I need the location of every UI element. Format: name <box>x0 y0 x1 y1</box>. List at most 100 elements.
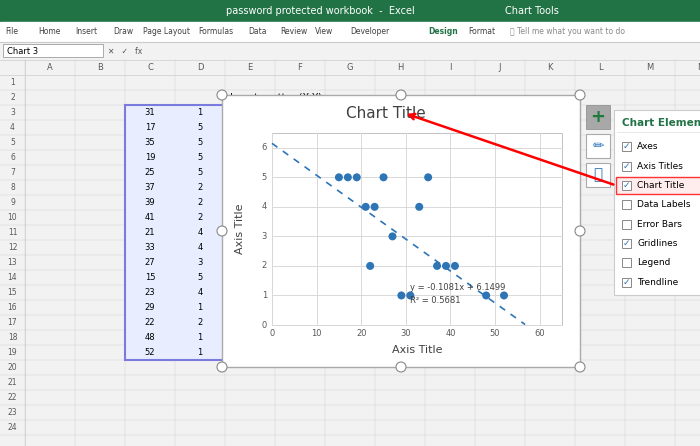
Text: 18: 18 <box>8 333 18 342</box>
Text: 0: 0 <box>270 329 274 338</box>
Text: View: View <box>315 28 333 37</box>
Text: 16: 16 <box>8 303 18 312</box>
Text: I: I <box>449 63 452 72</box>
Bar <box>622 181 631 190</box>
Text: 23: 23 <box>145 288 155 297</box>
Text: Draw: Draw <box>113 28 133 37</box>
Bar <box>622 258 631 268</box>
Text: Insert: Insert <box>75 28 97 37</box>
Bar <box>0 22 700 42</box>
Text: 20: 20 <box>356 329 367 338</box>
Text: 2: 2 <box>197 213 202 222</box>
Circle shape <box>424 173 432 182</box>
Text: 48: 48 <box>145 333 155 342</box>
Text: 11: 11 <box>8 228 18 237</box>
Text: Developer: Developer <box>350 28 389 37</box>
Text: Page Layout: Page Layout <box>143 28 190 37</box>
Text: 2: 2 <box>262 261 267 270</box>
Text: Axis Title: Axis Title <box>235 204 245 254</box>
Circle shape <box>442 262 450 270</box>
Text: 27: 27 <box>145 258 155 267</box>
Text: Format: Format <box>468 28 495 37</box>
Text: 13: 13 <box>8 258 18 267</box>
Text: 37: 37 <box>145 183 155 192</box>
Text: 21: 21 <box>145 228 155 237</box>
Bar <box>125 105 225 360</box>
Bar <box>0 0 700 22</box>
Text: N: N <box>696 63 700 72</box>
Text: 1: 1 <box>197 348 202 357</box>
Text: 3: 3 <box>197 258 203 267</box>
Text: 6: 6 <box>10 153 15 162</box>
Circle shape <box>415 203 424 211</box>
Circle shape <box>217 362 227 372</box>
Bar <box>222 95 580 367</box>
Text: B: B <box>97 63 103 72</box>
Text: 29: 29 <box>145 303 155 312</box>
Text: 1: 1 <box>197 333 202 342</box>
Text: Chart Title: Chart Title <box>346 106 426 120</box>
Text: K: K <box>547 63 553 72</box>
Bar <box>614 110 700 295</box>
Circle shape <box>406 292 414 299</box>
Bar <box>3 44 103 57</box>
Text: 10: 10 <box>8 213 18 222</box>
Circle shape <box>379 173 388 182</box>
Circle shape <box>575 226 585 236</box>
Text: ✓: ✓ <box>623 181 630 190</box>
Text: G: G <box>346 63 354 72</box>
Bar <box>622 278 631 287</box>
Bar <box>622 239 631 248</box>
Text: ✏: ✏ <box>592 139 604 153</box>
Circle shape <box>575 90 585 100</box>
Text: 41: 41 <box>145 213 155 222</box>
Bar <box>0 42 700 60</box>
Bar <box>622 220 631 229</box>
Text: ✓: ✓ <box>623 239 630 248</box>
Text: 3: 3 <box>262 232 267 241</box>
Text: y = -0.1081x + 6.1499: y = -0.1081x + 6.1499 <box>410 284 505 293</box>
Circle shape <box>370 203 379 211</box>
Text: 9: 9 <box>10 198 15 207</box>
Circle shape <box>482 292 490 299</box>
Text: Data: Data <box>248 28 267 37</box>
Text: Home: Home <box>38 28 60 37</box>
Text: 19: 19 <box>145 153 155 162</box>
Text: 7: 7 <box>10 168 15 177</box>
Text: Data Labels: Data Labels <box>637 200 690 209</box>
Circle shape <box>389 232 396 240</box>
Text: 17: 17 <box>8 318 18 327</box>
Text: 33: 33 <box>145 243 155 252</box>
Text: 19: 19 <box>8 348 18 357</box>
Circle shape <box>451 262 459 270</box>
Bar <box>622 200 631 209</box>
Text: L: L <box>598 63 602 72</box>
Text: 30: 30 <box>400 329 411 338</box>
Text: 5: 5 <box>10 138 15 147</box>
Text: H: H <box>397 63 403 72</box>
Circle shape <box>344 173 352 182</box>
Text: C: C <box>147 63 153 72</box>
Text: 12: 12 <box>8 243 18 252</box>
Text: 5: 5 <box>197 123 202 132</box>
Text: Chart Tools: Chart Tools <box>505 6 559 16</box>
Text: Formulas: Formulas <box>198 28 233 37</box>
Text: 15: 15 <box>8 288 18 297</box>
Text: 🔍 Tell me what you want to do: 🔍 Tell me what you want to do <box>510 28 625 37</box>
Text: 60: 60 <box>534 329 545 338</box>
Text: 22: 22 <box>145 318 155 327</box>
Text: 6: 6 <box>262 143 267 152</box>
Text: 2: 2 <box>10 93 15 102</box>
Text: 0: 0 <box>262 321 267 330</box>
Text: ✕   ✓   fx: ✕ ✓ fx <box>108 46 142 55</box>
Text: M: M <box>646 63 654 72</box>
Text: A: A <box>47 63 53 72</box>
Circle shape <box>217 226 227 236</box>
Bar <box>272 133 562 325</box>
Text: Trendline: Trendline <box>637 278 678 287</box>
Text: ⦾: ⦾ <box>594 168 603 182</box>
Text: Axes: Axes <box>637 142 659 151</box>
Text: 20: 20 <box>8 363 18 372</box>
Text: 39: 39 <box>145 198 155 207</box>
Text: 1: 1 <box>197 303 202 312</box>
